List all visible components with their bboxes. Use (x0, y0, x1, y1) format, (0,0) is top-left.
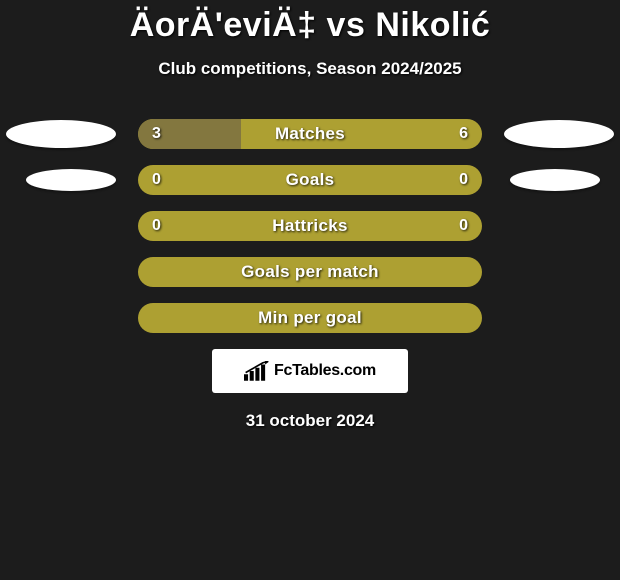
stat-row: Goals per match (0, 257, 620, 287)
stat-rows: Matches36Goals00Hattricks00Goals per mat… (0, 119, 620, 333)
stat-bar: Hattricks0 0 (138, 211, 482, 241)
stat-value-left: 0 (152, 165, 161, 195)
root: ÄorÄ'eviÄ‡ vs Nikolić Club competitions,… (0, 0, 620, 580)
stat-row: Matches36 (0, 119, 620, 149)
player-left-ellipse (26, 169, 116, 191)
page-subtitle: Club competitions, Season 2024/2025 (0, 59, 620, 79)
player-left-ellipse (6, 120, 116, 148)
bars-icon (244, 361, 270, 381)
stat-row: Min per goal (0, 303, 620, 333)
brand-text: FcTables.com (274, 362, 376, 380)
stat-label: Goals per match (138, 257, 482, 287)
stat-value-right: 6 (459, 119, 468, 149)
stat-row: Goals0 0 (0, 165, 620, 195)
stat-label: Min per goal (138, 303, 482, 333)
stat-bar: Matches36 (138, 119, 482, 149)
stat-value-left: 0 (152, 211, 161, 241)
player-right-ellipse (504, 120, 614, 148)
stat-bar: Min per goal (138, 303, 482, 333)
player-right-ellipse (510, 169, 600, 191)
brand-box: FcTables.com (212, 349, 408, 393)
stat-label: Goals (138, 165, 482, 195)
page-title: ÄorÄ'eviÄ‡ vs Nikolić (0, 0, 620, 45)
stat-value-right: 0 (459, 165, 468, 195)
stat-bar: Goals0 0 (138, 165, 482, 195)
stat-label: Hattricks (138, 211, 482, 241)
stat-value-left: 3 (152, 119, 161, 149)
stat-row: Hattricks0 0 (0, 211, 620, 241)
stat-value-right: 0 (459, 211, 468, 241)
stat-bar: Goals per match (138, 257, 482, 287)
page-date: 31 october 2024 (0, 411, 620, 431)
